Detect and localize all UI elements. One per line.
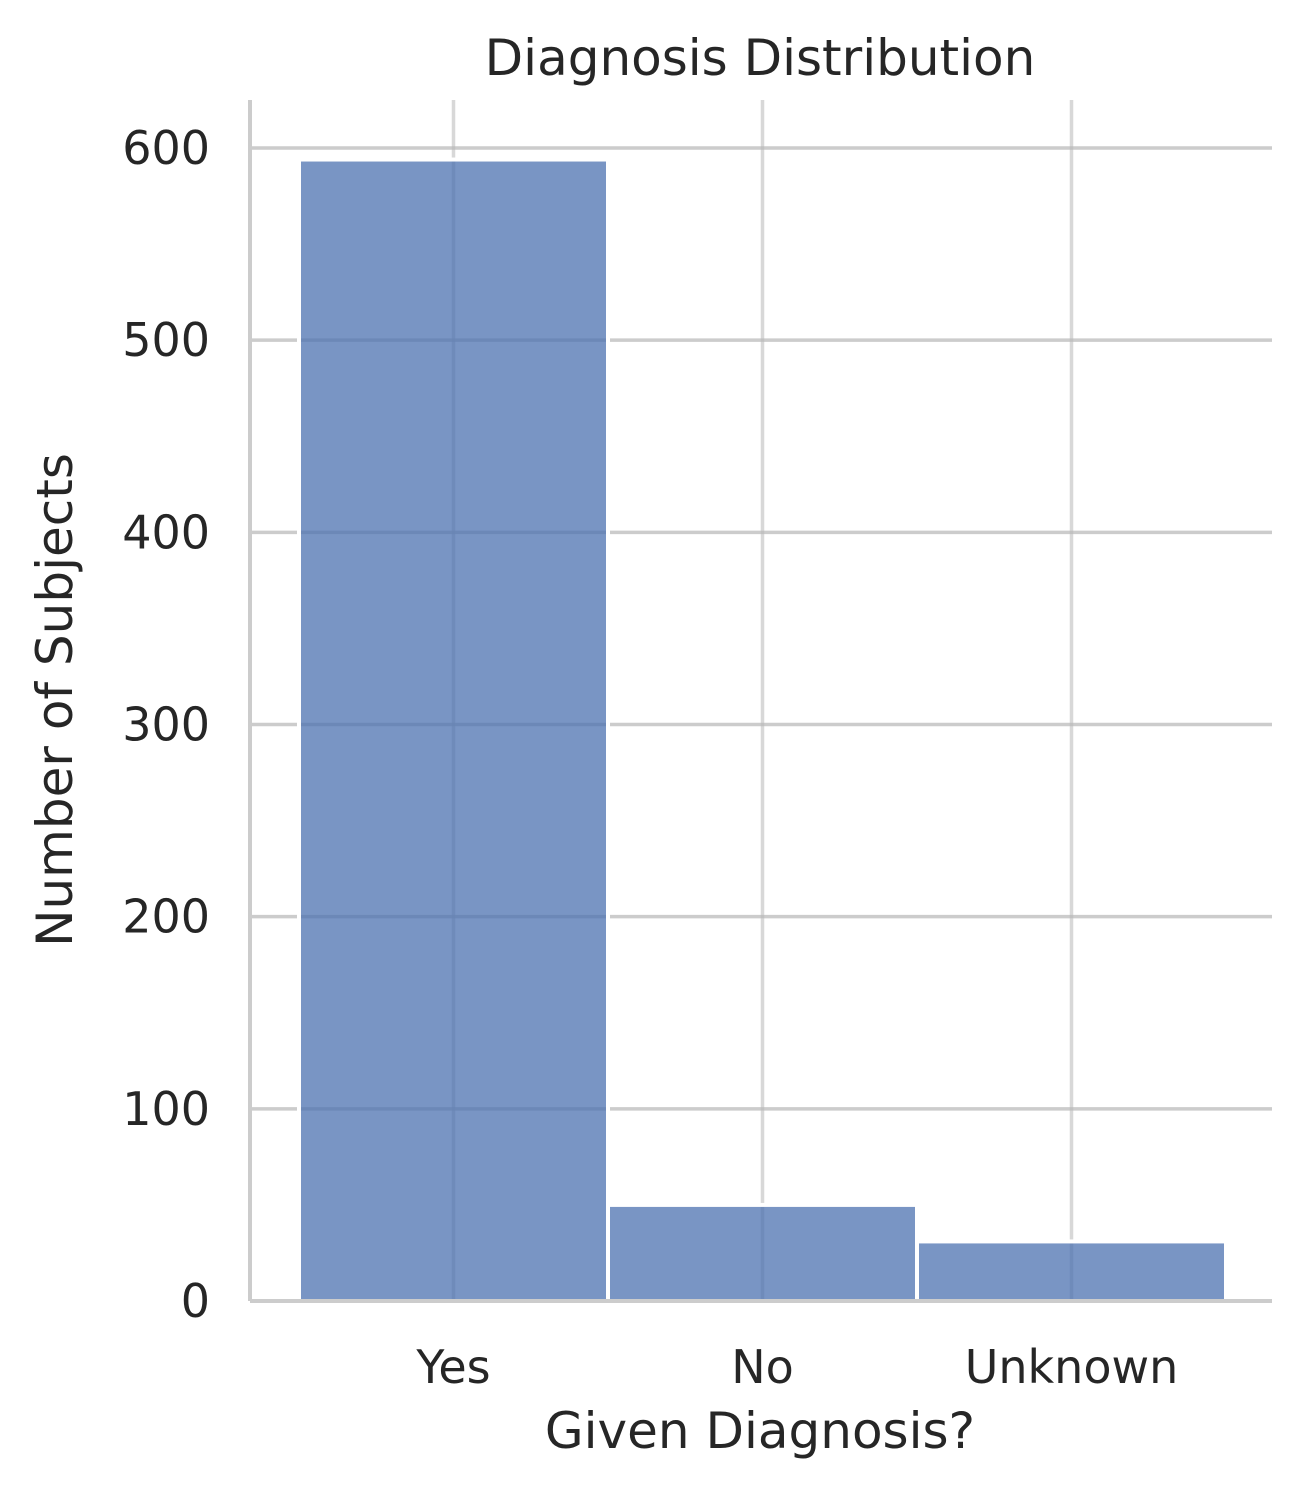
y-tick-label: 400 (122, 505, 210, 559)
y-tick-label: 0 (181, 1274, 210, 1328)
bar (915, 1239, 1228, 1304)
axis-spines (248, 100, 1272, 1303)
y-tick-labels: 0 100 200 300 400 500 600 (122, 121, 210, 1328)
x-axis-label: Given Diagnosis? (545, 1402, 975, 1460)
y-tick-label: 200 (122, 890, 210, 944)
x-tick-label: Yes (415, 1340, 490, 1394)
x-tick-label: No (731, 1340, 794, 1394)
chart-title: Diagnosis Distribution (485, 29, 1036, 87)
x-tick-labels: Yes No Unknown (415, 1340, 1178, 1394)
x-tick-label: Unknown (965, 1340, 1179, 1394)
y-axis-label: Number of Subjects (26, 453, 84, 947)
y-tick-label: 100 (122, 1082, 210, 1136)
y-tick-label: 500 (122, 313, 210, 367)
y-tick-label: 600 (122, 121, 210, 175)
y-tick-label: 300 (122, 698, 210, 752)
bar (606, 1202, 919, 1303)
bars-group (297, 157, 1228, 1304)
bar (297, 157, 610, 1303)
